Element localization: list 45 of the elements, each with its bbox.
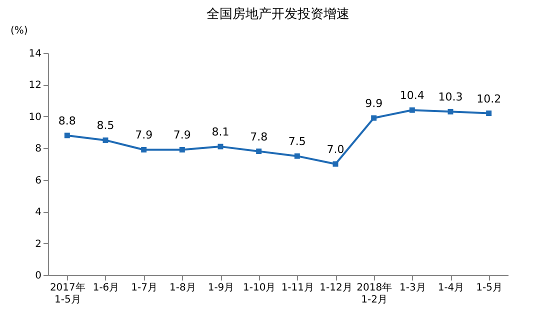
point [256, 148, 262, 154]
text: 10.3 [438, 90, 463, 104]
point [64, 132, 70, 138]
y-tick-label: 6 [35, 175, 42, 186]
text: 10.2 [476, 92, 502, 106]
x-tick-label: 1-7月 [131, 282, 158, 294]
point [294, 153, 300, 159]
text: 8.8 [58, 114, 76, 128]
x-tick-label: 2018年 1-2月 [356, 282, 392, 306]
y-tick-label: 10 [28, 112, 42, 123]
text: 8.1 [212, 126, 230, 139]
text: 10.4 [400, 89, 424, 102]
y-tick-label: 14 [28, 48, 42, 60]
y-tick-label: 4 [35, 207, 42, 218]
y-tick-label: 0 [35, 270, 42, 282]
point [371, 115, 377, 121]
x-tick-label: 2017年 1-5月 [50, 282, 86, 306]
x-tick-label: 1-4月 [438, 282, 464, 294]
text: 7.9 [135, 128, 153, 142]
x-tick-label: 1-6月 [92, 282, 120, 294]
x-tick-label: 1-5月 [476, 282, 503, 294]
point [409, 107, 415, 113]
y-tick-label: 12 [28, 80, 42, 92]
point [102, 137, 108, 143]
x-tick-label: 1-3月 [399, 282, 426, 294]
x-tick-label: 1-11月 [281, 282, 314, 294]
x-tick-label: 1-12月 [320, 282, 352, 294]
text: 7.9 [173, 128, 191, 142]
y-tick-label: 8 [35, 144, 42, 155]
x-tick-label: 1-10月 [242, 282, 276, 294]
text: 7.8 [250, 130, 268, 144]
point [448, 108, 454, 114]
text: 8.5 [96, 119, 114, 132]
point [218, 144, 224, 150]
y-axis-title: (%) [10, 26, 28, 36]
point [141, 146, 147, 152]
point [179, 146, 185, 152]
chart-title: 全国房地产开发投资增速 [206, 6, 350, 22]
text: 7.0 [326, 143, 344, 156]
x-tick-label: 1-8月 [169, 282, 196, 294]
text: 7.5 [288, 135, 306, 148]
point [486, 110, 492, 116]
text: 9.9 [365, 97, 383, 110]
x-tick-label: 1-9月 [208, 282, 234, 294]
y-tick-label: 2 [35, 238, 42, 250]
